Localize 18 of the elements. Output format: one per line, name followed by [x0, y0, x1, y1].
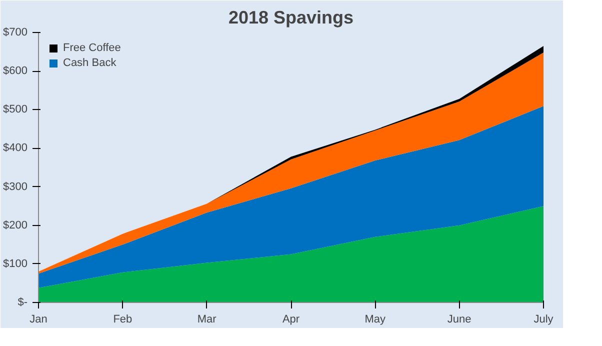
y-tick-label: $600 [3, 65, 28, 78]
y-tick-label: $100 [3, 258, 28, 270]
x-tick-label: May [364, 314, 386, 326]
y-tick-label: $200 [3, 219, 28, 232]
y-tick-label: $700 [3, 26, 28, 38]
y-tick-label: $300 [3, 180, 28, 193]
y-tick-label: $400 [3, 142, 28, 154]
x-tick-label: June [447, 314, 472, 326]
x-tick-label: Apr [282, 314, 300, 326]
y-tick-label: $- [18, 296, 28, 308]
legend-label: Free Coffee [63, 42, 121, 54]
x-tick-label: Jan [30, 314, 48, 326]
y-tick-label: $500 [3, 104, 28, 116]
x-tick-label: July [534, 314, 554, 326]
x-tick-label: Feb [113, 314, 132, 326]
chart-title: 2018 Spavings [228, 8, 354, 28]
legend-label: Cash Back [63, 57, 116, 69]
x-tick-label: Mar [197, 314, 217, 326]
